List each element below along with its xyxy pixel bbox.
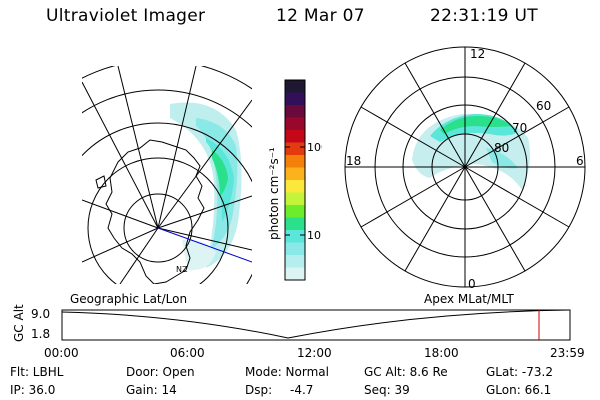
dsp-label: Dsp: (245, 383, 273, 397)
geo-map-label: Geographic Lat/Lon (70, 292, 188, 306)
timeline-y-tick-min: 1.8 (31, 327, 50, 341)
mode-info: Mode: Normal (245, 365, 329, 379)
colorbar-cell (285, 80, 305, 93)
polar-map: 12 18 6 0 60 70 80 (344, 46, 586, 291)
timeline-y-label: GC Alt (12, 304, 26, 342)
colorbar-cell (285, 267, 305, 281)
filter-info: Flt: LBHL (10, 365, 64, 379)
colorbar-cell (285, 167, 305, 181)
geo-lat-info: GLat: -73.2 (486, 365, 553, 379)
colorbar-cell (285, 230, 305, 243)
mlt-label-6: 6 (576, 154, 584, 168)
colorbar-unit-label: photon cm⁻²s⁻¹ (267, 147, 281, 240)
mlt-label-18: 18 (346, 154, 361, 168)
polar-aurora-emission (412, 113, 530, 190)
coastline (105, 139, 205, 284)
app-title: Ultraviolet Imager (46, 6, 206, 26)
ip-info: IP: 36.0 (10, 383, 56, 397)
timeline-frame (61, 309, 571, 341)
timeline-y-tick-max: 9.0 (31, 307, 50, 321)
colorbar-cell (285, 205, 305, 218)
colorbar-cell (285, 130, 305, 143)
mlt-label-0: 0 (468, 277, 476, 291)
land-label: NZ (176, 265, 188, 274)
timeline-x-tick-2359: 23:59 (550, 346, 585, 360)
colorbar-cell (285, 217, 305, 231)
colorbar-cell (285, 92, 305, 106)
door-info: Door: Open (126, 365, 195, 379)
colorbar-cell (285, 255, 305, 268)
gain-info: Gain: 14 (126, 383, 177, 397)
altitude-timeline: GC Alt 9.0 1.8 (12, 304, 571, 342)
colorbar-cell (285, 155, 305, 168)
colorbar-cell (285, 105, 305, 118)
colorbar-cell (285, 142, 305, 156)
timeline-x-tick-0000: 00:00 (44, 346, 79, 360)
colorbar-tick-100: 100 (307, 141, 322, 154)
lat-label-80: 80 (494, 141, 509, 155)
lat-label-70: 70 (512, 121, 527, 135)
colorbar-cell (285, 117, 305, 131)
mlt-label-12: 12 (470, 47, 485, 61)
timeline-x-tick-1200: 12:00 (297, 346, 332, 360)
colorbar-cell (285, 192, 305, 206)
altitude-curve (61, 309, 571, 339)
polar-map-label: Apex MLat/MLT (424, 292, 514, 306)
colorbar-tick-10: 10 (307, 229, 321, 242)
geo-lon-info: GLon: 66.1 (486, 383, 552, 397)
header-time: 22:31:19 UT (430, 6, 538, 26)
dsp-value: -4.7 (290, 383, 314, 397)
timeline-x-tick-0600: 06:00 (170, 346, 205, 360)
header-date: 12 Mar 07 (276, 6, 365, 26)
colorbar: 100 10 photon cm⁻²s⁻¹ (267, 79, 322, 281)
colorbar-cell (285, 242, 305, 256)
gc-alt-info: GC Alt: 8.6 Re (364, 365, 448, 379)
sequence-info: Seq: 39 (364, 383, 410, 397)
colorbar-gradient (285, 80, 305, 281)
geographic-map: NZ (82, 66, 252, 284)
timeline-x-tick-1800: 18:00 (424, 346, 459, 360)
lat-label-60: 60 (536, 99, 551, 113)
colorbar-cell (285, 180, 305, 193)
